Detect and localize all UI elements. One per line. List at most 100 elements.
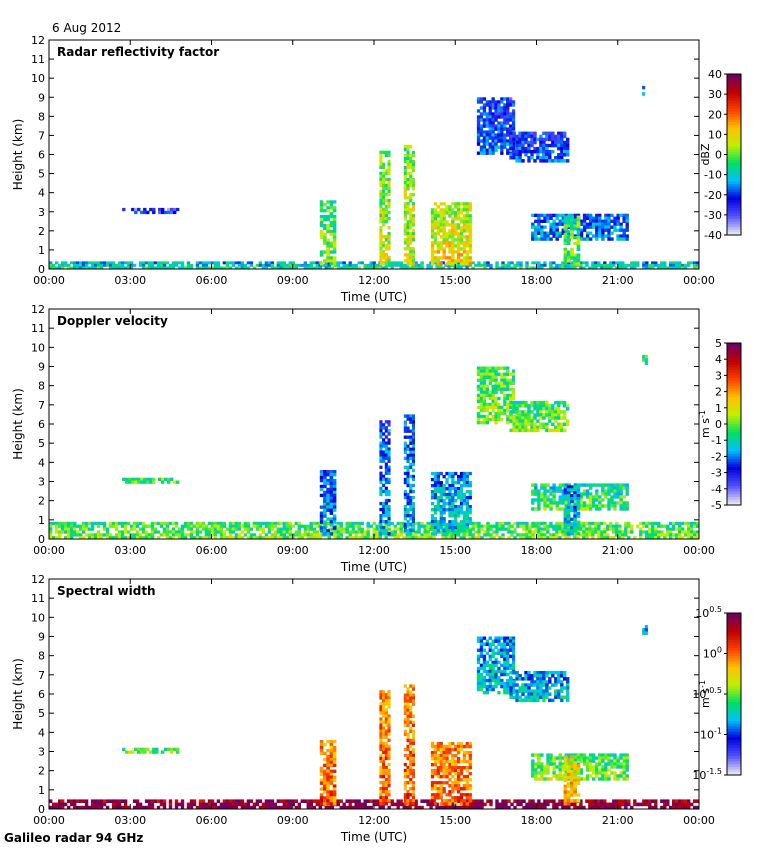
colorbar-tick-label: -10 (704, 169, 722, 182)
x-tick-label: 09:00 (277, 814, 309, 827)
colorbar-tick-label: 20 (708, 108, 722, 121)
echo-region (122, 207, 180, 215)
echo-region (509, 671, 570, 703)
x-tick-label: 00:00 (33, 814, 65, 827)
y-tick-label: 12 (31, 573, 45, 586)
y-tick-label: 10 (31, 341, 45, 354)
y-tick-label: 10 (31, 611, 45, 624)
y-tick-label: 5 (38, 168, 45, 181)
x-tick-label: 00:00 (33, 274, 65, 287)
echo-region (509, 401, 570, 433)
x-tick-label: 06:00 (196, 544, 228, 557)
echo-region (642, 625, 648, 635)
colorbar-tick-label: 100.5 (695, 605, 722, 620)
y-tick-label: 1 (38, 244, 45, 257)
x-tick-label: 06:00 (196, 814, 228, 827)
y-tick-label: 6 (38, 149, 45, 162)
echo-data (49, 625, 700, 810)
echo-region (563, 215, 581, 266)
echo-region (430, 741, 472, 806)
x-tick-label: 09:00 (277, 544, 309, 557)
x-tick-label: 18:00 (521, 544, 553, 557)
x-tick-label: 03:00 (114, 544, 146, 557)
colorbar-tick-label: -20 (704, 189, 722, 202)
x-tick-label: 15:00 (439, 544, 471, 557)
echo-region (642, 85, 646, 96)
echo-region (476, 636, 516, 695)
colorbar-tick-label: 0 (715, 149, 722, 162)
y-tick-label: 2 (38, 495, 45, 508)
y-tick-label: 1 (38, 784, 45, 797)
y-tick-label: 8 (38, 380, 45, 393)
y-tick-label: 5 (38, 707, 45, 720)
panel-title: Radar reflectivity factor (57, 45, 219, 59)
y-tick-label: 11 (31, 592, 45, 605)
echo-region (379, 690, 391, 806)
y-tick-label: 12 (31, 34, 45, 47)
x-tick-label: 12:00 (358, 814, 390, 827)
x-tick-label: 06:00 (196, 274, 228, 287)
x-tick-label: 15:00 (439, 274, 471, 287)
x-tick-label: 00:00 (683, 544, 715, 557)
y-tick-label: 7 (38, 129, 45, 142)
colorbar-tick-label: 10-1.5 (692, 767, 722, 782)
plot-area (49, 40, 699, 269)
colorbar-tick-label: -3 (711, 467, 722, 480)
echo-data (49, 355, 700, 540)
colorbar-tick-label: -4 (711, 483, 722, 496)
x-tick-label: 00:00 (683, 274, 715, 287)
colorbar-tick-label: -30 (704, 209, 722, 222)
y-tick-label: 7 (38, 399, 45, 412)
echo-region (509, 131, 570, 163)
y-tick-label: 3 (38, 476, 45, 489)
y-tick-label: 9 (38, 361, 45, 374)
colorbar-tick-label: 3 (715, 369, 722, 382)
echo-region (379, 420, 391, 536)
y-tick-label: 4 (38, 726, 45, 739)
colorbar-tick-label: 10-0.5 (692, 686, 722, 701)
colorbar-tick-label: 0 (715, 418, 722, 431)
y-tick-label: 6 (38, 688, 45, 701)
x-axis-label: Time (UTC) (340, 290, 407, 304)
x-tick-label: 15:00 (439, 814, 471, 827)
y-tick-label: 12 (31, 303, 45, 316)
y-tick-label: 2 (38, 225, 45, 238)
x-tick-label: 12:00 (358, 544, 390, 557)
echo-data (49, 85, 700, 270)
colorbar-unit: m s-1 (698, 410, 712, 438)
colorbar-unit: m s-1 (698, 680, 712, 708)
y-tick-label: 6 (38, 418, 45, 431)
y-tick-label: 11 (31, 322, 45, 335)
x-tick-label: 00:00 (683, 814, 715, 827)
colorbar: 5 4 3 2 1 0 -1 -2 -3 -4 -5 m s-1 (698, 337, 742, 512)
y-axis-label: Height (km) (11, 119, 25, 190)
y-tick-label: 0 (38, 263, 45, 276)
colorbar-unit: dBZ (699, 143, 712, 166)
y-axis-label: Height (km) (11, 658, 25, 729)
colorbar-tick-label: 30 (708, 88, 722, 101)
colorbar-tick-label: 100 (703, 646, 722, 661)
y-tick-label: 11 (31, 53, 45, 66)
date-label: 6 Aug 2012 (52, 21, 122, 35)
y-tick-label: 3 (38, 746, 45, 759)
x-tick-label: 21:00 (602, 544, 634, 557)
echo-region (49, 521, 700, 540)
y-tick-label: 2 (38, 765, 45, 778)
colorbar: 40 30 20 10 0 -10 -20 -30 -40 dBZ (699, 68, 742, 242)
echo-region (122, 477, 180, 484)
y-tick-label: 5 (38, 437, 45, 450)
x-tick-label: 03:00 (114, 814, 146, 827)
colorbar-tick-label: -1 (711, 434, 722, 447)
echo-region (430, 471, 472, 536)
x-tick-label: 12:00 (358, 274, 390, 287)
x-tick-label: 18:00 (521, 274, 553, 287)
colorbar-tick-label: 5 (715, 337, 722, 350)
echo-region (642, 355, 648, 365)
panel-title: Spectral width (57, 584, 156, 598)
colorbar-tick-label: 10 (708, 128, 722, 141)
echo-region (403, 684, 415, 806)
x-axis-label: Time (UTC) (340, 560, 407, 574)
